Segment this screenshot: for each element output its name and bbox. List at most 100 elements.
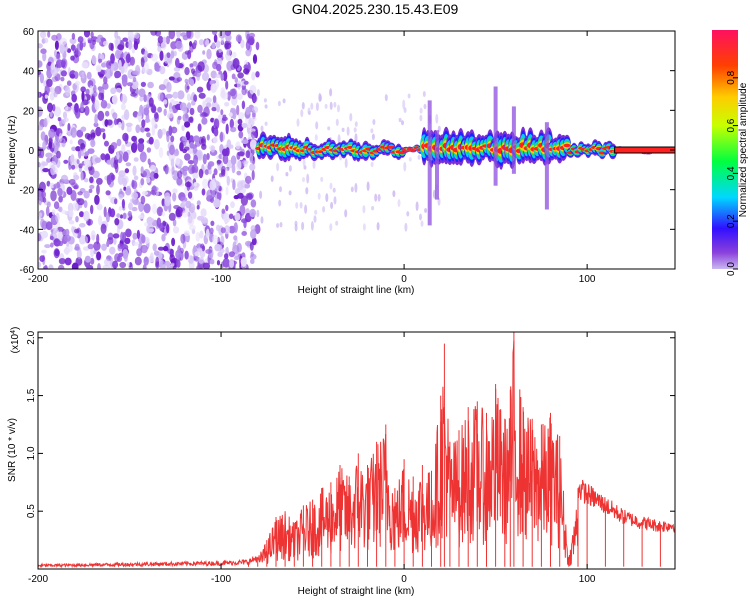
faint-speckle (423, 103, 427, 110)
x-tick-label: 100 (579, 274, 596, 285)
snr-frame (37, 331, 676, 570)
noise-speckle (87, 243, 94, 250)
noise-speckle (64, 257, 72, 266)
noise-speckle (45, 221, 53, 231)
noise-speckle (49, 110, 53, 118)
noise-speckle (96, 184, 100, 195)
noise-speckle (119, 261, 127, 269)
noise-speckle (95, 38, 101, 43)
noise-speckle (128, 262, 133, 268)
noise-speckle (235, 34, 242, 43)
noise-speckle (104, 68, 112, 79)
noise-speckle (67, 123, 71, 131)
colorbar-tick-label: 0.2 (726, 214, 737, 228)
noise-speckle (157, 106, 163, 113)
faint-speckle (362, 205, 366, 214)
noise-speckle (86, 264, 94, 269)
faint-speckle (377, 194, 381, 202)
noise-speckle (70, 55, 75, 61)
noise-speckle (60, 174, 69, 182)
noise-speckle (115, 49, 121, 59)
noise-speckle (131, 206, 138, 212)
noise-speckle (135, 124, 140, 134)
noise-speckle (128, 202, 133, 211)
noise-speckle (172, 91, 179, 99)
noise-speckle (96, 66, 102, 73)
noise-speckle (194, 70, 202, 78)
noise-speckle (255, 41, 260, 51)
faint-speckle (329, 182, 333, 190)
noise-speckle (97, 86, 103, 91)
noise-speckle (221, 208, 226, 214)
faint-speckle (314, 134, 318, 141)
noise-speckle (230, 88, 238, 100)
noise-speckle (224, 167, 228, 179)
x-tick-label: -200 (28, 574, 48, 585)
noise-speckle (71, 146, 77, 152)
faint-speckle (376, 222, 380, 231)
noise-speckle (241, 160, 249, 165)
noise-speckle (210, 145, 216, 153)
noise-speckle (49, 235, 54, 241)
faint-speckle (362, 223, 366, 231)
noise-speckle (49, 182, 55, 189)
faint-speckle (350, 186, 354, 193)
noise-speckle (141, 234, 146, 244)
noise-speckle (122, 37, 129, 42)
faint-speckle (329, 88, 333, 97)
noise-speckle (182, 136, 187, 142)
noise-speckle (124, 168, 130, 174)
noise-speckle (90, 31, 94, 38)
noise-speckle (220, 73, 225, 81)
noise-speckle (151, 185, 157, 196)
noise-speckle (226, 175, 230, 186)
noise-speckle (105, 110, 110, 117)
noise-speckle (157, 45, 162, 53)
noise-speckle (74, 80, 81, 86)
noise-speckle (38, 146, 42, 157)
noise-speckle (183, 146, 190, 151)
colorbar-tick-label: 0.6 (726, 118, 737, 132)
noise-speckle (81, 71, 85, 79)
noise-speckle (205, 228, 210, 239)
faint-speckle (315, 102, 319, 111)
faint-speckle (315, 121, 319, 130)
noise-speckle (169, 144, 175, 156)
noise-speckle (198, 92, 206, 99)
noise-speckle (48, 141, 53, 149)
noise-speckle (133, 157, 139, 162)
y-tick-label: 40 (23, 67, 35, 78)
noise-speckle (214, 73, 222, 79)
faint-speckle (318, 92, 322, 102)
noise-speckle (129, 56, 135, 66)
noise-speckle (133, 175, 139, 181)
faint-speckle (329, 223, 333, 232)
noise-speckle (84, 132, 91, 140)
noise-speckle (101, 243, 107, 251)
noise-speckle (251, 117, 257, 122)
vertical-streak (435, 130, 439, 200)
noise-speckle (193, 94, 198, 103)
noise-speckle (166, 131, 170, 143)
noise-speckle (71, 164, 76, 170)
noise-speckle (241, 139, 249, 144)
noise-speckle (83, 200, 88, 209)
faint-speckle (371, 133, 375, 140)
noise-speckle (225, 186, 229, 196)
noise-speckle (79, 223, 86, 228)
noise-speckle (206, 134, 210, 141)
noise-speckle (50, 62, 56, 70)
noise-speckle (44, 244, 51, 249)
noise-speckle (147, 158, 151, 165)
noise-speckle (102, 40, 109, 46)
noise-speckle (143, 94, 148, 103)
noise-speckle (165, 35, 170, 45)
noise-speckle (222, 258, 230, 268)
noise-speckle (41, 161, 49, 166)
noise-speckle (76, 159, 80, 165)
noise-speckle (56, 150, 61, 159)
noise-speckle (252, 95, 258, 103)
faint-speckle (417, 154, 421, 160)
noise-speckle (55, 59, 64, 68)
noise-speckle (170, 158, 175, 168)
